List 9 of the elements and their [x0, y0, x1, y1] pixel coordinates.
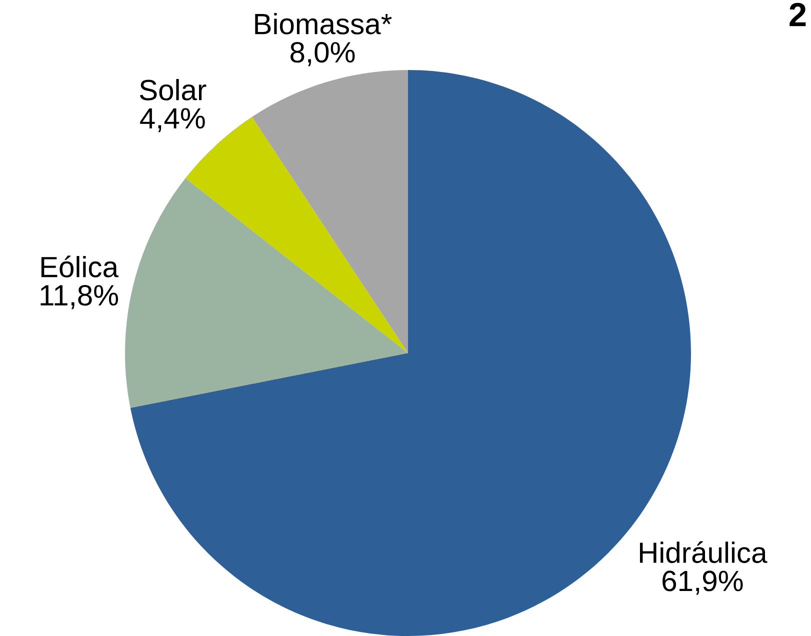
slice-label: Hidráulica [640, 541, 768, 564]
data-label: 4,4% [140, 108, 205, 132]
chart-title: 2 [790, 2, 806, 26]
slice-label: Eólica [41, 256, 118, 278]
slice-label: Solar [140, 79, 206, 100]
data-label: 11,8% [40, 285, 118, 310]
data-label: 61,9% [662, 570, 743, 595]
data-label: 8,0% [290, 42, 355, 66]
slice-label: Biomassa* [255, 12, 392, 34]
